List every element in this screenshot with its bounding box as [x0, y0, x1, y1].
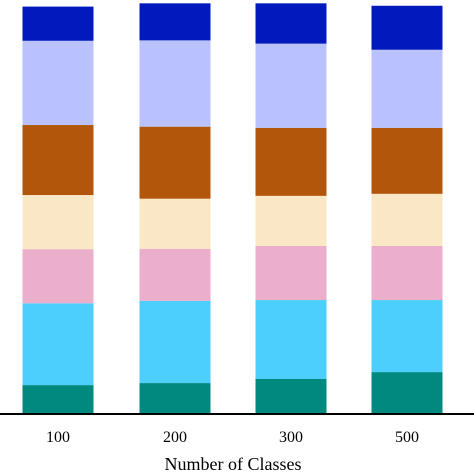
x-tick-labels: 100 200 300 500 [46, 429, 419, 446]
bar-segment-200-7 [139, 3, 211, 41]
bar-segment-100-5 [22, 125, 94, 196]
bar-segment-100-6 [22, 40, 94, 126]
bar-segment-200-5 [139, 126, 211, 199]
bar-segment-200-1 [139, 383, 211, 414]
x-tick-label-100: 100 [46, 429, 70, 446]
bar-segment-300-3 [255, 245, 327, 301]
x-tick-label-500: 500 [395, 429, 419, 446]
bar-segment-500-2 [371, 300, 443, 373]
x-tick-label-200: 200 [163, 429, 187, 446]
bar-segment-300-6 [255, 43, 327, 128]
bar-segment-200-6 [139, 40, 211, 127]
bar-segment-300-5 [255, 127, 327, 196]
bar-segment-500-3 [371, 245, 443, 301]
bar-segment-100-7 [22, 6, 94, 41]
bar-segment-100-3 [22, 249, 94, 304]
bar-segment-500-5 [371, 127, 443, 194]
bar-segment-100-1 [22, 385, 94, 414]
bar-segment-500-1 [371, 372, 443, 414]
bar-segment-200-3 [139, 248, 211, 301]
bar-segment-100-2 [22, 303, 94, 386]
x-tick-label-300: 300 [279, 429, 303, 446]
bar-segment-300-4 [255, 195, 327, 246]
bars-group [22, 3, 443, 414]
bar-segment-200-2 [139, 300, 211, 384]
bar-segment-500-4 [371, 193, 443, 246]
bar-segment-500-6 [371, 49, 443, 128]
bar-segment-300-2 [255, 300, 327, 379]
bar-segment-300-1 [255, 378, 327, 414]
x-axis-title: Number of Classes [165, 454, 302, 474]
bar-segment-200-4 [139, 198, 211, 249]
bar-segment-100-4 [22, 195, 94, 250]
bar-segment-500-7 [371, 5, 443, 50]
bar-segment-300-7 [255, 3, 327, 44]
